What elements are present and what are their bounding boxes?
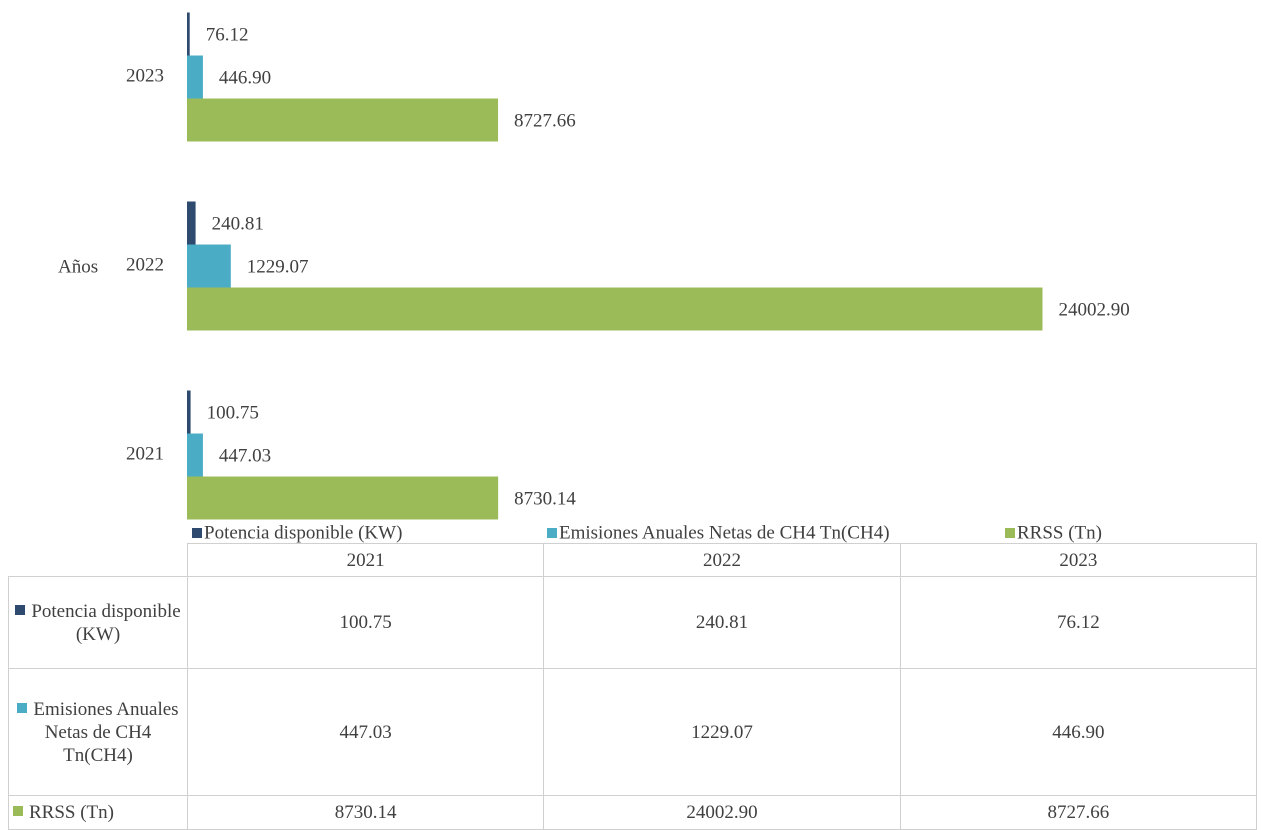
table-cell: 1229.07: [543, 668, 901, 796]
legend-key: [13, 806, 23, 816]
legend-label: Potencia disponible (KW): [204, 522, 402, 543]
table-cell: 8730.14: [186, 795, 545, 830]
legend-label: Emisiones Anuales Netas de CH4 Tn(CH4): [559, 522, 890, 543]
table-row-header: Potencia disponible (KW): [8, 576, 188, 669]
y-tick-label: 2023: [126, 65, 164, 86]
table-cell: 8727.66: [899, 795, 1258, 830]
bar: [187, 12, 190, 56]
bar: [187, 390, 191, 434]
data-label: 8727.66: [514, 110, 576, 131]
data-table: 2021 2022 2023 Potencia disponible (KW) 100.…: [8, 543, 1258, 830]
bar: [187, 476, 499, 520]
table-cell: 24002.90: [543, 795, 901, 830]
data-label: 76.12: [206, 24, 249, 45]
table-row-label: RRSS (Tn): [29, 802, 114, 823]
y-tick-label: 2021: [126, 443, 164, 464]
data-label: 1229.07: [247, 256, 309, 277]
legend-key: [15, 604, 26, 615]
table-row-header: Emisiones Anuales Netas de CH4 Tn(CH4): [8, 668, 188, 796]
data-label: 446.90: [219, 67, 271, 88]
table-cell: 240.81: [543, 576, 901, 669]
table-header-cell: 2023: [899, 543, 1258, 577]
data-label: 447.03: [219, 445, 271, 466]
legend-key: [17, 702, 28, 713]
table-cell: 76.12: [899, 576, 1258, 669]
legend-key: [547, 528, 557, 538]
legend-key: [192, 528, 202, 538]
bar: [187, 98, 499, 142]
bar: [187, 244, 231, 288]
y-axis-label: Años: [58, 256, 98, 277]
data-label: 100.75: [207, 402, 259, 423]
legend-key: [1005, 528, 1015, 538]
table-cell: 447.03: [186, 668, 545, 796]
data-label: 24002.90: [1058, 299, 1129, 320]
bar: [187, 287, 1043, 331]
table-row: Emisiones Anuales Netas de CH4 Tn(CH4) 44…: [8, 668, 1258, 796]
table-corner: [8, 543, 188, 577]
bar: [187, 55, 203, 99]
bar: [187, 433, 203, 477]
table-row-label: Potencia disponible (KW): [31, 600, 181, 645]
table-row-header: RRSS (Tn): [8, 795, 188, 830]
table-header-row: 2021 2022 2023: [8, 543, 1258, 577]
table-header-cell: 2021: [186, 543, 545, 577]
y-tick-label: 2022: [126, 254, 164, 275]
legend-label: RRSS (Tn): [1017, 522, 1102, 543]
bar: [187, 201, 196, 245]
chart: Años 2021 100.75 447.03 8730.14 2022 240.81 12…: [58, 12, 1130, 543]
table-row: Potencia disponible (KW) 100.75 240.81 76.1…: [8, 576, 1258, 669]
data-label: 8730.14: [514, 488, 576, 509]
table-row-label: Emisiones Anuales Netas de CH4 Tn(CH4): [33, 698, 179, 766]
data-label: 240.81: [212, 213, 264, 234]
table-cell: 100.75: [186, 576, 545, 669]
table-cell: 446.90: [899, 668, 1258, 796]
table-header-cell: 2022: [543, 543, 901, 577]
table-row: RRSS (Tn) 8730.14 24002.90 8727.66: [8, 795, 1258, 830]
